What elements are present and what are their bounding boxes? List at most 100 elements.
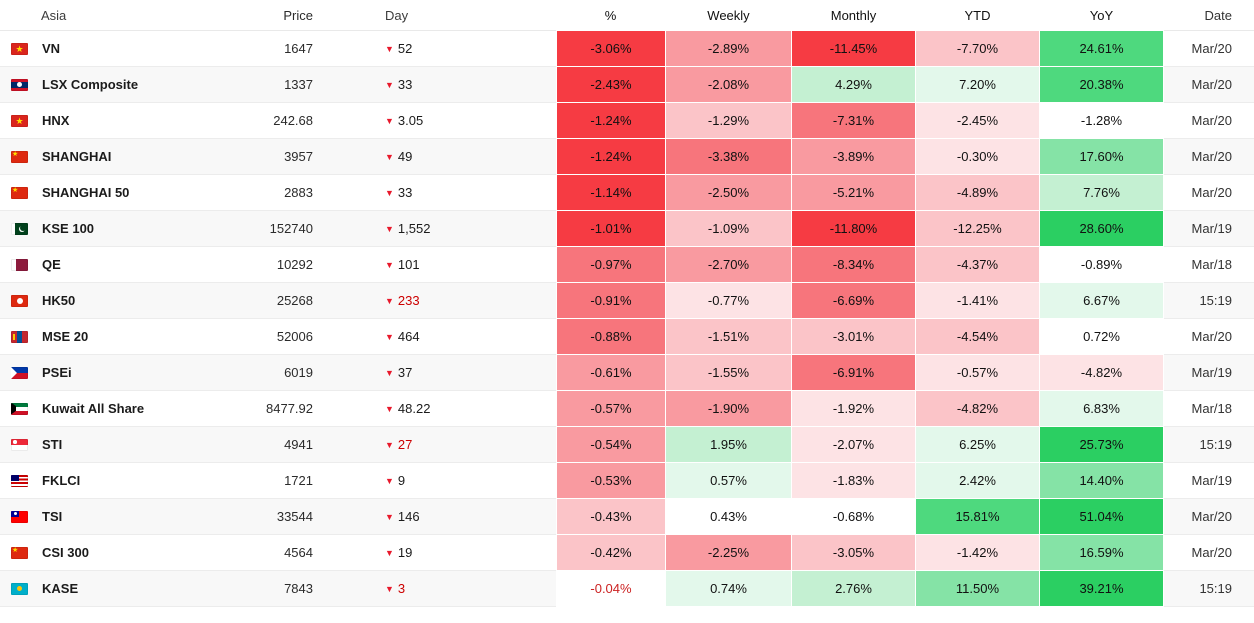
column-header-weekly[interactable]: Weekly <box>666 0 792 31</box>
header-row: Asia Price Day% Weekly Monthly YTD YoY Date <box>0 0 1254 31</box>
price-cell: 6019 <box>240 355 318 391</box>
day-change-cell: ▼ 48.22 <box>318 391 556 427</box>
monthly-cell: -11.80% <box>792 211 916 247</box>
monthly-cell: -1.92% <box>792 391 916 427</box>
table-row: SHANGHAI 3957 ▼49 -1.24% -3.38% -3.89% -… <box>0 139 1254 175</box>
weekly-cell: -2.70% <box>666 247 792 283</box>
index-name[interactable]: KASE <box>42 581 79 596</box>
yoy-cell: -4.82% <box>1040 355 1164 391</box>
day-change-value: 1,552 <box>397 221 431 236</box>
index-name[interactable]: LSX Composite <box>42 77 139 92</box>
weekly-cell: -2.08% <box>666 67 792 103</box>
price-cell: 1647 <box>240 31 318 67</box>
price-cell: 1721 <box>240 463 318 499</box>
price-cell: 2883 <box>240 175 318 211</box>
index-name[interactable]: CSI 300 <box>42 545 89 560</box>
index-name[interactable]: TSI <box>42 509 63 524</box>
date-cell: 15:19 <box>1164 427 1254 463</box>
index-name[interactable]: PSEi <box>42 365 72 380</box>
weekly-cell: -3.38% <box>666 139 792 175</box>
index-name[interactable]: Kuwait All Share <box>42 401 145 416</box>
date-cell: Mar/19 <box>1164 463 1254 499</box>
column-header-asia[interactable]: Asia <box>0 0 240 31</box>
index-name[interactable]: MSE 20 <box>42 329 89 344</box>
index-cell: PSEi <box>0 355 240 391</box>
down-triangle-icon: ▼ <box>385 224 394 234</box>
percent-cell: -0.91% <box>556 283 666 319</box>
index-cell: HK50 <box>0 283 240 319</box>
price-cell: 7843 <box>240 571 318 607</box>
flag-icon-vn <box>11 114 28 127</box>
index-name[interactable]: HK50 <box>42 293 76 308</box>
index-cell-content: TSI <box>1 509 239 524</box>
day-change-cell: ▼ 19 <box>318 535 556 571</box>
price-cell: 242.68 <box>240 103 318 139</box>
down-triangle-icon: ▼ <box>385 152 394 162</box>
column-header-date[interactable]: Date <box>1164 0 1254 31</box>
percent-cell: -1.01% <box>556 211 666 247</box>
day-change-value: 48.22 <box>397 401 431 416</box>
ytd-cell: 2.42% <box>916 463 1040 499</box>
index-name[interactable]: HNX <box>42 113 70 128</box>
day-change-value: 464 <box>397 329 420 344</box>
table-row: LSX Composite 1337 ▼ 33 -2.43% -2.08% 4.2… <box>0 67 1254 103</box>
weekly-cell: -1.29% <box>666 103 792 139</box>
column-header-price[interactable]: Price <box>240 0 318 31</box>
price-cell: 10292 <box>240 247 318 283</box>
day-change-value: 19 <box>397 545 413 560</box>
monthly-cell: -6.69% <box>792 283 916 319</box>
monthly-cell: -6.91% <box>792 355 916 391</box>
percent-cell: -1.24% <box>556 103 666 139</box>
column-header-yoy[interactable]: YoY <box>1040 0 1164 31</box>
flag-icon-qa <box>11 258 28 271</box>
index-name[interactable]: VN <box>42 41 61 56</box>
index-name[interactable]: KSE 100 <box>42 221 95 236</box>
ytd-cell: -4.37% <box>916 247 1040 283</box>
day-change-value: 49 <box>397 149 413 164</box>
day-change-cell: ▼ 3 <box>318 571 556 607</box>
down-triangle-icon: ▼ <box>385 404 394 414</box>
weekly-cell: -2.25% <box>666 535 792 571</box>
ytd-cell: -0.57% <box>916 355 1040 391</box>
day-change-cell: ▼ 3.05 <box>318 103 556 139</box>
index-cell: QE <box>0 247 240 283</box>
ytd-cell: -2.45% <box>916 103 1040 139</box>
index-cell-content: STI <box>1 437 239 452</box>
flag-icon-cn <box>11 546 28 559</box>
column-header-monthly[interactable]: Monthly <box>792 0 916 31</box>
column-header-day[interactable]: Day <box>318 0 556 31</box>
day-change-value: 33 <box>397 185 413 200</box>
date-cell: Mar/20 <box>1164 319 1254 355</box>
ytd-cell: -7.70% <box>916 31 1040 67</box>
index-name[interactable]: SHANGHAI 50 <box>42 185 130 200</box>
column-header-ytd[interactable]: YTD <box>916 0 1040 31</box>
flag-icon-tw <box>11 510 28 523</box>
yoy-cell: 6.67% <box>1040 283 1164 319</box>
day-change-value: 146 <box>397 509 420 524</box>
index-cell: STI <box>0 427 240 463</box>
price-cell: 1337 <box>240 67 318 103</box>
percent-cell: -0.53% <box>556 463 666 499</box>
monthly-cell: 2.76% <box>792 571 916 607</box>
flag-icon-mn <box>11 330 28 343</box>
table-row: CSI 300 4564 ▼19 -0.42% -2.25% -3.05% -1… <box>0 535 1254 571</box>
date-cell: Mar/20 <box>1164 175 1254 211</box>
index-cell: TSI <box>0 499 240 535</box>
monthly-cell: -8.34% <box>792 247 916 283</box>
index-name[interactable]: QE <box>42 257 61 272</box>
table-row: KSE 100 152740 ▼ 1,552 -1.01% -1.09% -11.… <box>0 211 1254 247</box>
flag-icon-cn <box>11 186 28 199</box>
index-name[interactable]: FKLCI <box>42 473 81 488</box>
column-header-percent[interactable]: % <box>556 0 666 31</box>
date-cell: Mar/18 <box>1164 391 1254 427</box>
yoy-cell: -0.89% <box>1040 247 1164 283</box>
day-change-cell: ▼ 37 <box>318 355 556 391</box>
index-cell: VN <box>0 31 240 67</box>
index-name[interactable]: SHANGHAI <box>42 149 112 164</box>
index-name[interactable]: STI <box>42 437 63 452</box>
yoy-cell: 20.38% <box>1040 67 1164 103</box>
flag-icon-kz <box>11 582 28 595</box>
date-cell: Mar/20 <box>1164 31 1254 67</box>
table-row: FKLCI 1721 ▼ 9 -0.53% 0.57% -1.83% 2.42% … <box>0 463 1254 499</box>
